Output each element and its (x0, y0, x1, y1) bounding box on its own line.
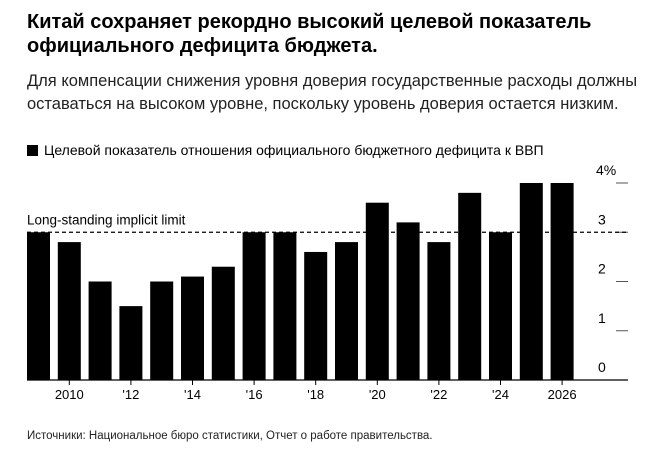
y-tick-label-0: 0 (598, 359, 606, 375)
x-tick-label-2010: 2010 (55, 387, 84, 402)
bar-2021 (396, 222, 420, 380)
chart-title: Китай сохраняет рекордно высокий целевой… (27, 11, 592, 57)
bar-2011 (88, 281, 112, 380)
bar-2020 (365, 202, 389, 380)
reference-line-label: Long-standing implicit limit (27, 212, 186, 227)
legend-swatch (27, 144, 38, 156)
bar-2019 (335, 242, 358, 380)
x-tick-label-2026: 2026 (548, 387, 577, 402)
bar-2016 (242, 232, 266, 380)
bar-2026 (550, 183, 574, 380)
y-tick-label-1: 1 (598, 310, 606, 326)
x-tick-label-2016: '16 (246, 387, 263, 402)
y-tick-label-3: 3 (598, 211, 606, 227)
bar-2023 (458, 192, 482, 380)
x-tick-label-2020: '20 (369, 387, 386, 402)
bar-2013 (150, 281, 174, 380)
bar-2025 (519, 183, 543, 380)
bar-2015 (211, 266, 235, 380)
bar-2014 (181, 276, 204, 380)
bar-2012 (119, 306, 143, 380)
chart-subtitle: Для компенсации снижения уровня доверия … (27, 72, 638, 113)
bar-2024 (489, 232, 512, 380)
x-tick-label-2024: '24 (492, 387, 509, 402)
bar-2009 (27, 232, 50, 380)
x-tick-label-2018: '18 (307, 387, 324, 402)
legend: Целевой показатель отношения официальног… (27, 142, 544, 158)
x-tick-label-2022: '22 (430, 387, 447, 402)
legend-label: Целевой показатель отношения официальног… (44, 142, 544, 158)
x-tick-label-2012: '12 (122, 387, 139, 402)
x-tick-label-2014: '14 (184, 387, 201, 402)
bar-2022 (427, 242, 451, 380)
y-tick-label-4: 4% (596, 162, 616, 178)
source-note: Источники: Национальное бюро статистики,… (27, 430, 433, 442)
bar-2017 (273, 232, 297, 380)
y-tick-label-2: 2 (598, 261, 606, 277)
bar-2018 (304, 251, 328, 380)
bar-2010 (57, 242, 81, 380)
